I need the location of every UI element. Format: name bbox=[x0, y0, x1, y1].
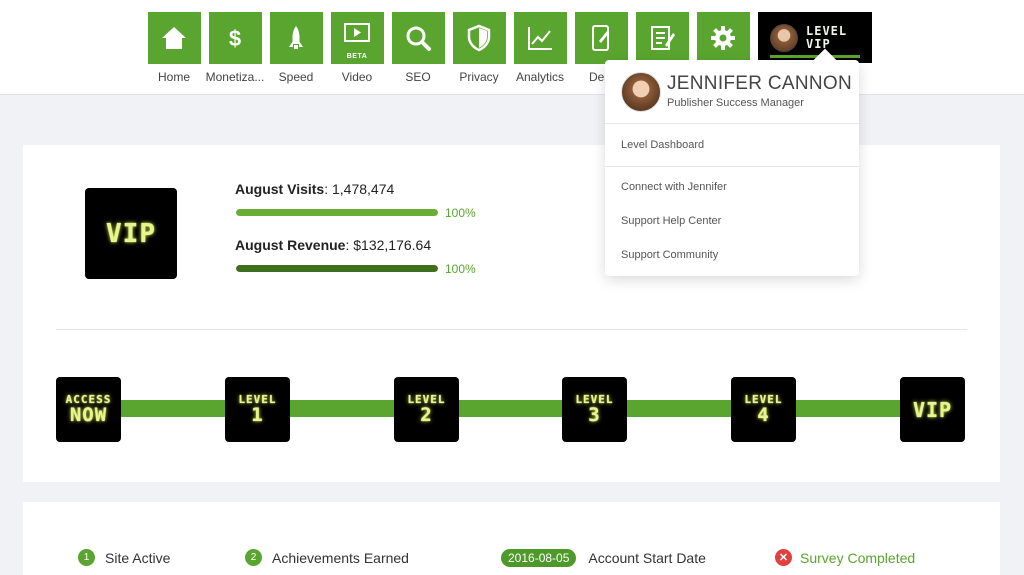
nav-analytics[interactable]: Analytics bbox=[507, 12, 573, 84]
nav-label: Privacy bbox=[459, 70, 499, 84]
step-main: VIP bbox=[912, 397, 953, 422]
date-badge: 2016-08-05 bbox=[501, 549, 577, 567]
survey-link[interactable]: Survey Completed bbox=[800, 549, 916, 566]
step-label: LEVEL 1 bbox=[238, 394, 276, 425]
step-number-badge: 2 bbox=[245, 549, 262, 566]
visits-stat: August Visits: 1,478,474 bbox=[235, 181, 395, 197]
close-icon: ✕ bbox=[775, 549, 792, 566]
achievement-site-active: 1 Site Active bbox=[78, 549, 170, 566]
revenue-value: $132,176.64 bbox=[353, 237, 432, 253]
avatar bbox=[770, 23, 798, 52]
level-badge-button[interactable]: LEVEL VIP bbox=[758, 12, 872, 63]
manager-name: JENNIFER CANNON bbox=[667, 73, 853, 94]
revenue-stat: August Revenue: $132,176.64 bbox=[235, 237, 432, 253]
step-label: LEVEL 3 bbox=[575, 394, 613, 425]
divider bbox=[605, 166, 859, 167]
level-step-4[interactable]: LEVEL 4 bbox=[731, 377, 796, 442]
level-track bbox=[93, 400, 933, 417]
nav-privacy[interactable]: Privacy bbox=[446, 12, 512, 84]
menu-item-help-center[interactable]: Support Help Center bbox=[621, 215, 722, 227]
step-top: LEVEL bbox=[238, 393, 277, 406]
video-icon: BETA bbox=[330, 12, 384, 64]
top-nav: Home $ Monetiza... Speed BETA Video SEO … bbox=[0, 0, 1024, 95]
step-main: 3 bbox=[588, 404, 601, 426]
step-main: 1 bbox=[251, 404, 264, 426]
step-top: LEVEL bbox=[744, 393, 783, 406]
nav-settings[interactable] bbox=[690, 12, 756, 64]
revenue-progress-bar bbox=[236, 265, 438, 272]
visits-progress-bar bbox=[236, 209, 438, 216]
level-badge-line2: VIP bbox=[806, 36, 831, 51]
visits-label: August Visits bbox=[235, 181, 325, 197]
dollar-icon: $ bbox=[208, 12, 262, 64]
achievement-label: Achievements Earned bbox=[272, 549, 409, 566]
menu-item-community[interactable]: Support Community bbox=[621, 249, 719, 261]
nav-label: SEO bbox=[405, 70, 431, 84]
account-dropdown: JENNIFER CANNON Publisher Success Manage… bbox=[605, 48, 859, 276]
step-main: 4 bbox=[757, 404, 770, 426]
level-step-access-now[interactable]: ACCESS NOW bbox=[56, 377, 121, 442]
visits-percent: 100% bbox=[445, 206, 476, 220]
beta-badge: BETA bbox=[346, 53, 368, 60]
nav-monetization[interactable]: $ Monetiza... bbox=[202, 12, 268, 84]
rocket-icon bbox=[269, 12, 323, 64]
revenue-progress-fill bbox=[236, 265, 438, 272]
level-badge-line1: LEVEL bbox=[806, 23, 848, 38]
step-label: LEVEL 2 bbox=[407, 394, 445, 425]
nav-seo[interactable]: SEO bbox=[385, 12, 451, 84]
home-icon bbox=[147, 12, 201, 64]
revenue-percent: 100% bbox=[445, 262, 476, 276]
visits-value: 1,478,474 bbox=[331, 181, 395, 197]
menu-item-level-dashboard[interactable]: Level Dashboard bbox=[621, 139, 705, 151]
avatar bbox=[621, 72, 661, 112]
nav-video[interactable]: BETA Video bbox=[324, 12, 390, 84]
nav-label: Speed bbox=[278, 70, 314, 84]
line-chart-icon bbox=[513, 12, 567, 64]
gear-icon bbox=[696, 12, 750, 64]
level-step-3[interactable]: LEVEL 3 bbox=[562, 377, 627, 442]
magnifier-icon bbox=[391, 12, 445, 64]
nav-label: Analytics bbox=[515, 70, 565, 84]
nav-design[interactable]: Desi bbox=[568, 12, 634, 84]
visits-progress-fill bbox=[236, 209, 438, 216]
svg-text:$: $ bbox=[229, 26, 241, 51]
nav-speed[interactable]: Speed bbox=[263, 12, 329, 84]
step-top: LEVEL bbox=[407, 393, 446, 406]
step-label: ACCESS NOW bbox=[66, 394, 112, 425]
vip-badge: VIP bbox=[85, 188, 177, 279]
manager-role: Publisher Success Manager bbox=[667, 97, 804, 109]
dropdown-header: JENNIFER CANNON Publisher Success Manage… bbox=[605, 60, 859, 124]
revenue-label: August Revenue bbox=[235, 237, 346, 253]
step-main: 2 bbox=[420, 404, 433, 426]
achievements-card: 1 Site Active 2 Achievements Earned 2016… bbox=[23, 502, 1000, 575]
menu-item-connect[interactable]: Connect with Jennifer bbox=[621, 181, 727, 193]
nav-home[interactable]: Home bbox=[141, 12, 207, 84]
nav-label: Home bbox=[157, 70, 190, 84]
divider bbox=[56, 329, 967, 330]
achievement-start-date: 2016-08-05 Account Start Date bbox=[501, 549, 706, 567]
step-main: NOW bbox=[69, 404, 108, 426]
nav-label: Monetiza... bbox=[205, 70, 265, 84]
achievement-survey[interactable]: ✕ Survey Completed bbox=[775, 549, 915, 566]
level-progress-bar bbox=[770, 55, 860, 58]
step-top: ACCESS bbox=[65, 393, 112, 406]
vip-badge-label: VIP bbox=[106, 218, 156, 249]
step-top: LEVEL bbox=[575, 393, 614, 406]
achievement-earned: 2 Achievements Earned bbox=[245, 549, 409, 566]
document-edit-icon bbox=[635, 12, 689, 64]
mobile-edit-icon bbox=[574, 12, 628, 64]
achievement-label: Site Active bbox=[105, 549, 171, 566]
nav-content[interactable] bbox=[629, 12, 695, 64]
level-step-vip[interactable]: VIP bbox=[900, 377, 965, 442]
level-step-1[interactable]: LEVEL 1 bbox=[225, 377, 290, 442]
level-badge-text: LEVEL VIP bbox=[806, 23, 848, 51]
level-step-2[interactable]: LEVEL 2 bbox=[394, 377, 459, 442]
achievement-label: Account Start Date bbox=[588, 550, 706, 566]
step-label: LEVEL 4 bbox=[744, 394, 782, 425]
shield-icon bbox=[452, 12, 506, 64]
step-number-badge: 1 bbox=[78, 549, 95, 566]
nav-label: Video bbox=[341, 70, 373, 84]
